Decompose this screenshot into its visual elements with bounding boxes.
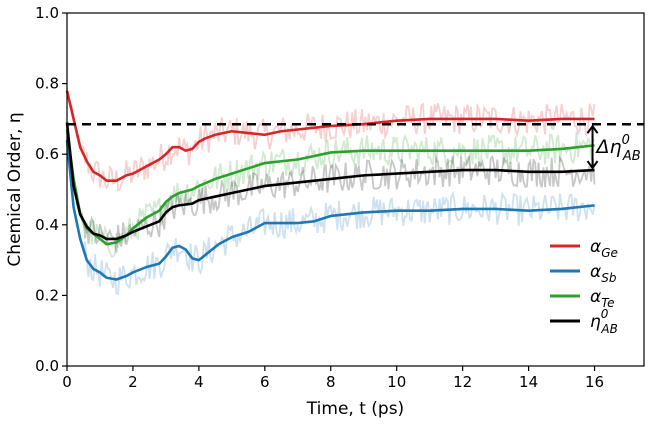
x-tick-label: 2 [128,373,138,391]
legend-label-sup: 0 [601,307,609,321]
series-line [65,139,595,281]
series-line [65,122,595,241]
y-tick-label: 0.2 [35,286,59,304]
x-tick-label: 10 [387,373,406,391]
x-axis-ticks: 0 2 4 6 8 10 12 14 16 [62,366,604,391]
series-noise-trace [66,124,596,258]
legend-label: αTe [590,287,614,310]
legend-label: αGe [590,237,618,260]
x-tick-label: 6 [260,373,270,391]
series-line [65,129,595,246]
delta-eta-label: Δη0 AB [595,133,641,164]
plot-frame [66,12,645,367]
y-tick-label: 0.4 [35,216,59,234]
legend-label-sub: Sb [601,271,617,285]
delta-eta-base: Δη [595,136,622,158]
y-tick-label: 0.0 [35,357,59,375]
y-tick-label: 0.8 [35,75,59,93]
x-tick-label: 0 [62,373,72,391]
y-tick-label: 0.6 [35,145,59,163]
series-line [65,90,595,182]
legend-label-sub: Te [601,296,614,310]
legend-label-base: α [590,262,601,282]
legend-label: η0 AB [590,307,618,336]
y-axis-title: Chemical Order, η [5,112,25,266]
delta-arrow-head-top [586,124,599,134]
delta-arrow-head-bottom [586,160,599,170]
legend-label-base: α [590,237,601,257]
series-noise-trace [66,136,596,296]
y-tick-label: 1.0 [35,4,59,22]
smoothed-series-lines [65,90,595,281]
legend-label-sub: AB [600,322,617,336]
x-tick-label: 8 [326,373,336,391]
x-axis-title: Time, t (ps) [306,399,404,419]
legend-label-sub: Ge [601,246,618,260]
x-tick-label: 14 [519,373,538,391]
delta-eta-sup: 0 [622,133,630,148]
delta-eta-sub: AB [622,149,641,164]
legend-label: αSb [590,262,617,285]
x-tick-label: 4 [194,373,204,391]
x-tick-label: 16 [585,373,604,391]
legend-label-base: α [590,287,601,307]
x-tick-label: 12 [453,373,472,391]
y-axis-ticks: 0.0 0.2 0.4 0.6 0.8 1.0 [35,4,67,375]
legend-label-base: η [590,312,601,332]
delta-eta-annotation: Δη0 AB [586,124,641,170]
